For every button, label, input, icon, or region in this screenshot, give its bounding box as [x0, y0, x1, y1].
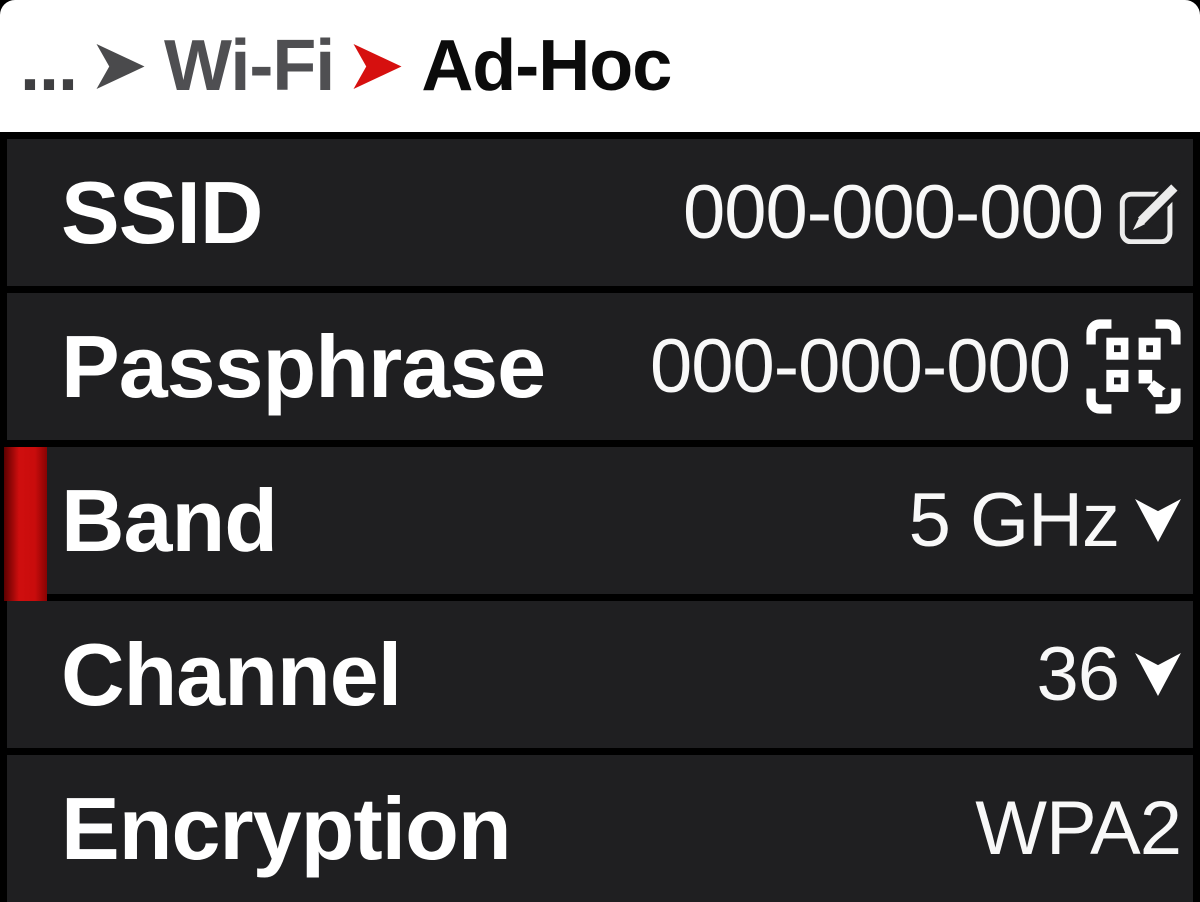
setting-label: SSID	[61, 162, 263, 262]
breadcrumb-item-wifi[interactable]: Wi-Fi	[164, 26, 335, 106]
channel-dropdown[interactable]: 36	[1036, 631, 1181, 718]
setting-row-band[interactable]: Band 5 GHz	[4, 447, 1193, 601]
setting-label: Band	[61, 470, 278, 570]
setting-row-encryption: Encryption WPA2	[7, 755, 1193, 902]
arrowhead-right-red-icon	[353, 43, 402, 89]
chevron-down-icon	[1135, 499, 1181, 542]
qr-scan-icon[interactable]	[1086, 319, 1181, 414]
arrowhead-right-icon	[96, 43, 145, 89]
setting-row-passphrase[interactable]: Passphrase 000-000-000	[7, 293, 1193, 440]
setting-value: 000-000-000	[649, 324, 1071, 409]
page-title: Ad-Hoc	[421, 26, 672, 106]
setting-value: WPA2	[975, 786, 1182, 871]
setting-row-channel[interactable]: Channel 36	[7, 601, 1193, 748]
chevron-down-icon	[1135, 653, 1181, 696]
setting-value: 36	[1036, 632, 1120, 717]
setting-value: 5 GHz	[908, 478, 1120, 563]
setting-value: 000-000-000	[682, 170, 1104, 255]
setting-label: Channel	[61, 624, 402, 724]
breadcrumb: ... Wi-Fi Ad-Hoc	[0, 0, 1200, 132]
selected-row-indicator	[4, 447, 47, 601]
band-dropdown[interactable]: 5 GHz	[909, 477, 1181, 564]
breadcrumb-ellipsis[interactable]: ...	[20, 26, 78, 106]
setting-row-ssid[interactable]: SSID 000-000-000	[7, 139, 1193, 286]
edit-icon[interactable]	[1119, 181, 1181, 244]
setting-label: Encryption	[61, 778, 512, 878]
setting-label: Passphrase	[61, 316, 546, 416]
settings-list: SSID 000-000-000 Passphrase 000-000-000	[0, 132, 1200, 902]
